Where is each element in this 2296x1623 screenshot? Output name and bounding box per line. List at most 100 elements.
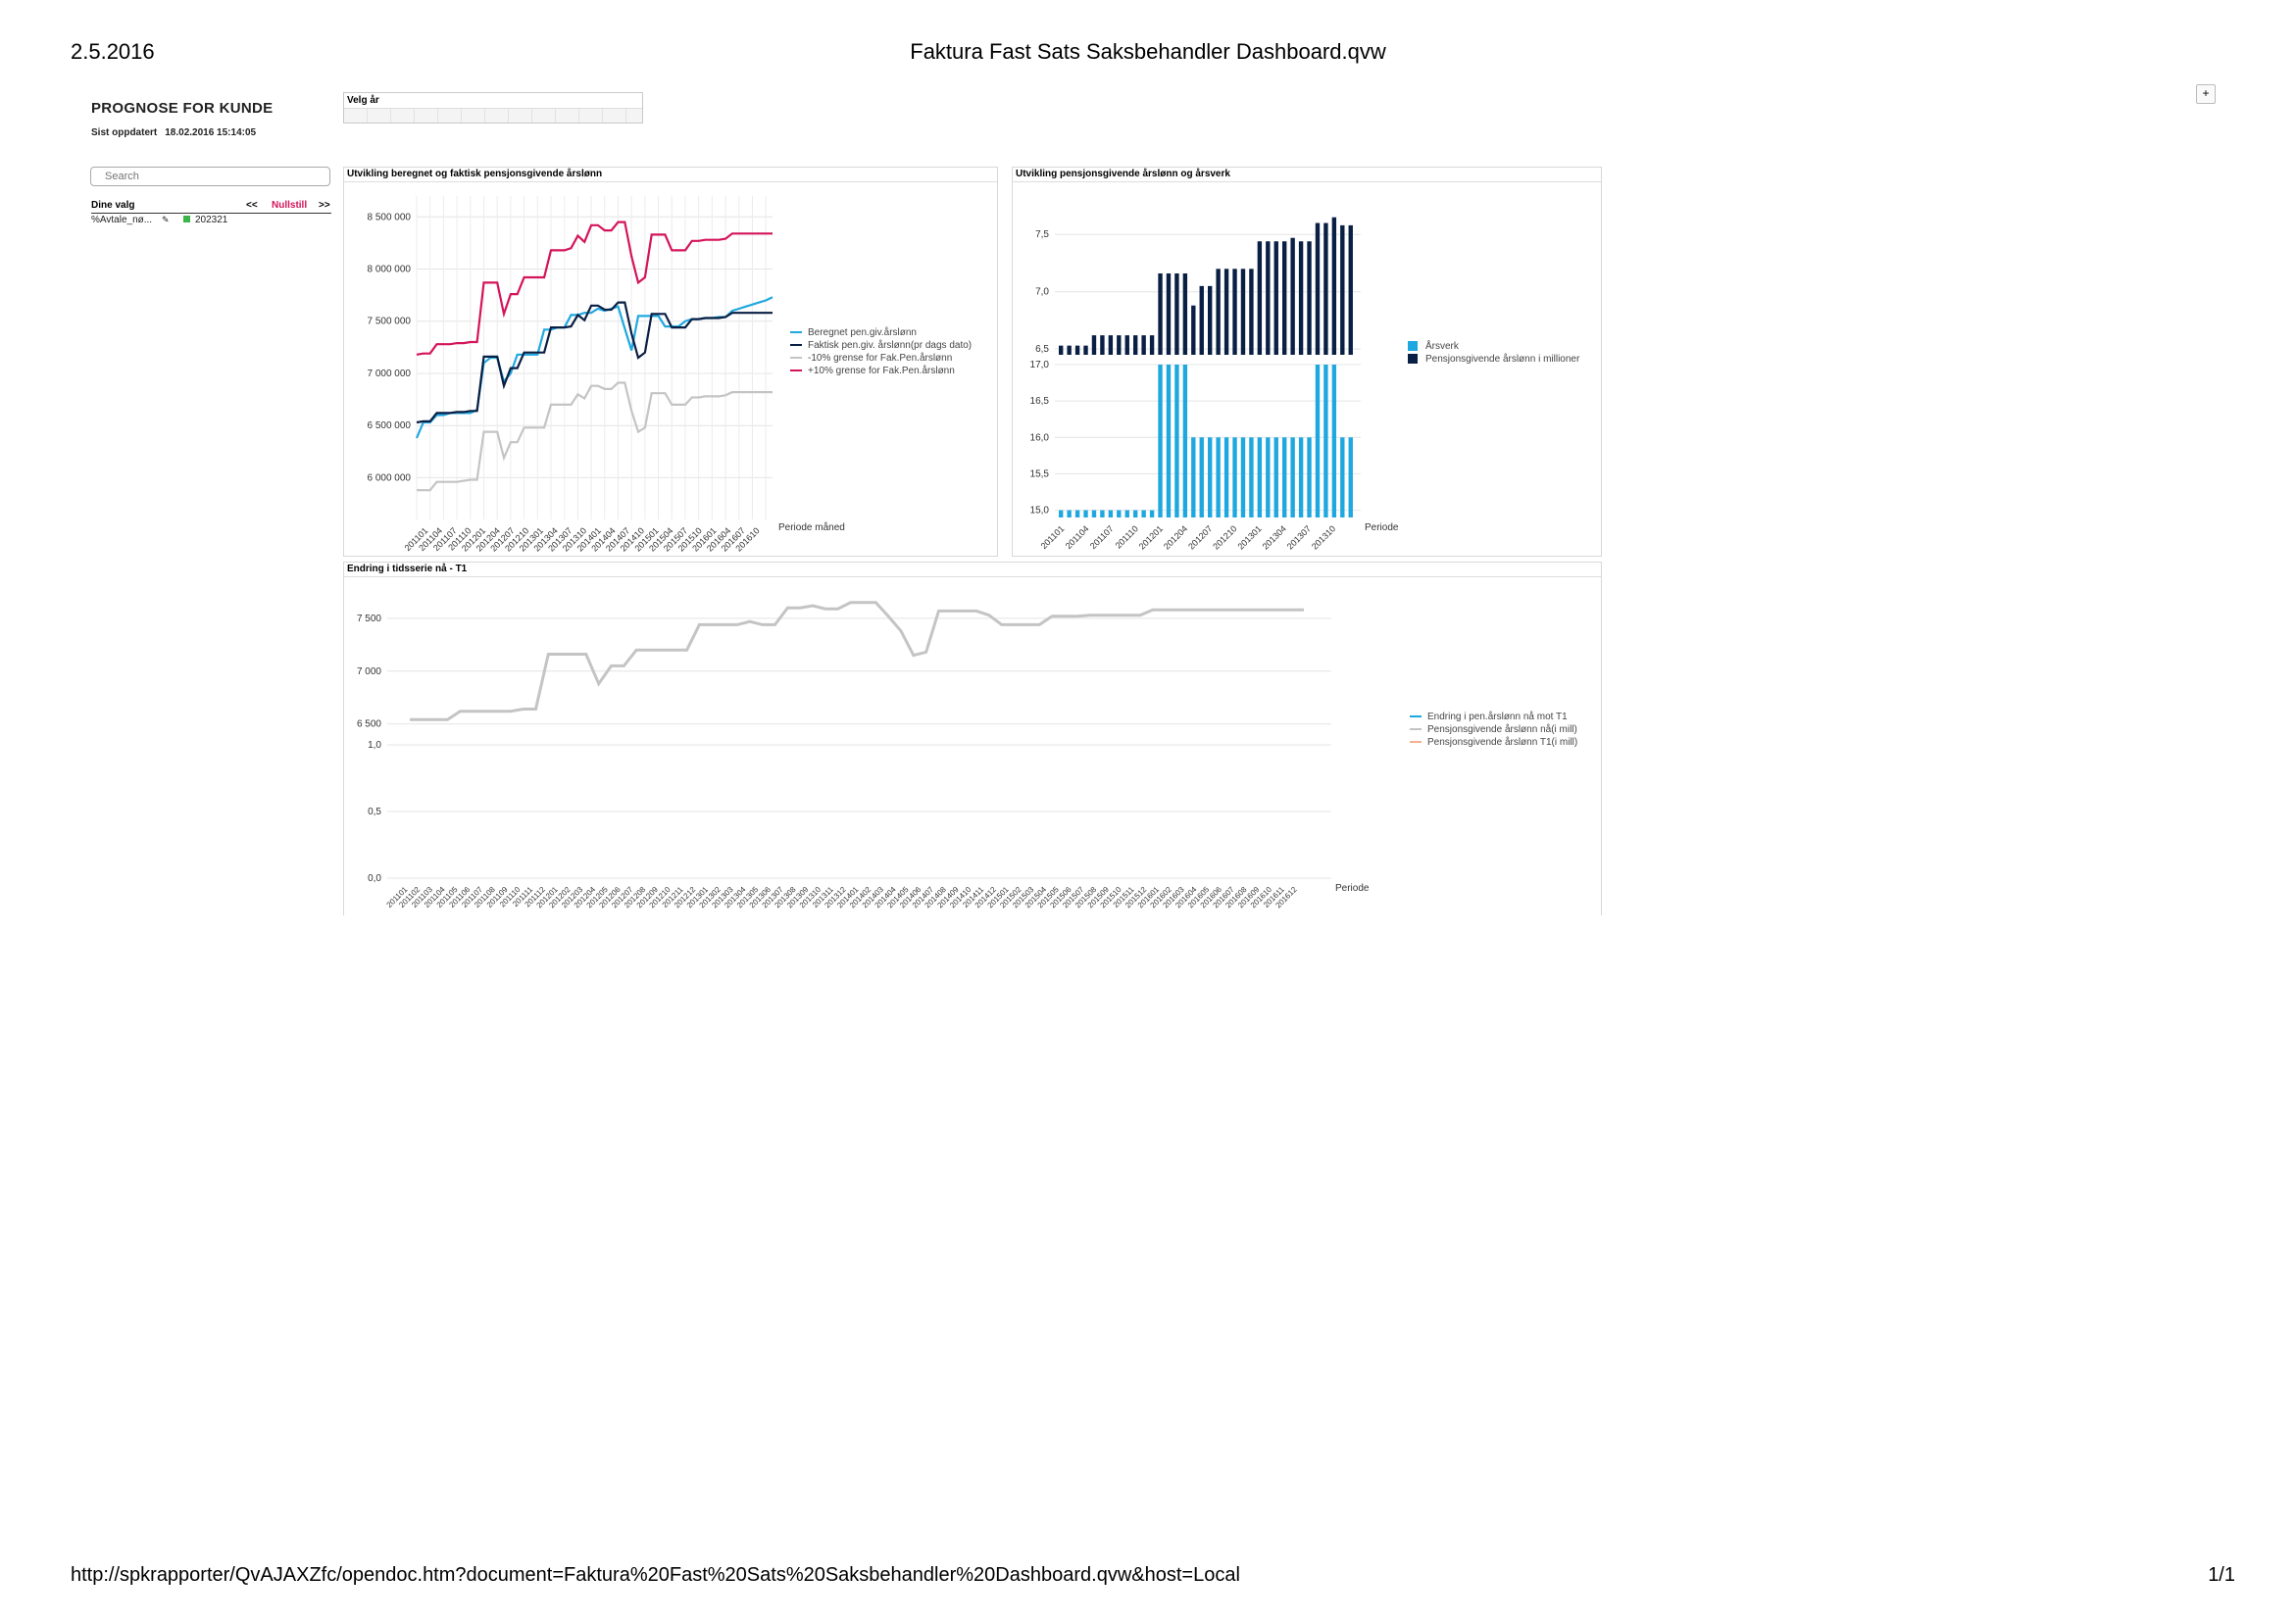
chart2-legend-label: Årsverk <box>1425 339 1460 352</box>
chart2-upper-bar <box>1323 222 1328 355</box>
print-url: http://spkrapporter/QvAJAXZfc/opendoc.ht… <box>71 1564 1240 1586</box>
chart2-lower-bar <box>1249 437 1254 517</box>
selection-value: 202321 <box>195 215 228 225</box>
chart2-lower-bar <box>1091 510 1097 517</box>
chart2-upper-bar <box>1307 241 1312 355</box>
chart2-lower-bar <box>1182 365 1188 517</box>
selected-indicator-icon <box>183 216 190 222</box>
chart2-lower-bar <box>1315 365 1321 517</box>
chart3-lower-y-tick-label: 0,5 <box>368 807 381 817</box>
chart1-y-tick-label: 7 000 000 <box>368 369 412 379</box>
chart3-legend-label: Pensjonsgivende årslønn nå(i mill) <box>1427 723 1577 735</box>
chart2-upper-bar <box>1273 241 1278 355</box>
chart2-upper-bar <box>1315 222 1321 355</box>
chart2-lower-bar <box>1166 365 1172 517</box>
chart2-lower-bar <box>1257 437 1263 517</box>
chart3-lower-y-tick-label: 1,0 <box>368 740 381 751</box>
chart2-upper-bar <box>1191 305 1196 355</box>
chart2-x-tick-label: 201304 <box>1261 523 1288 551</box>
chart2-lower-bar <box>1223 437 1229 517</box>
chart2-upper-bar <box>1249 269 1254 355</box>
chart2-lower-bar <box>1191 437 1196 517</box>
chart2-upper-bar <box>1348 224 1353 355</box>
chart2-upper-bar <box>1208 285 1213 355</box>
chart2-x-tick-label: 201104 <box>1064 523 1091 551</box>
plus-icon[interactable]: + <box>2196 84 2216 104</box>
chart3-upper-y-tick-label: 7 000 <box>357 666 381 677</box>
current-selections-title: Dine valg <box>91 200 135 211</box>
forward-button[interactable]: >> <box>319 200 330 211</box>
chart2-upper-bar <box>1282 241 1287 355</box>
chart2-lower-bar <box>1273 437 1278 517</box>
selection-item[interactable]: %Avtale_nø... ✎ 202321 <box>91 215 227 225</box>
year-selector-list[interactable] <box>344 108 642 123</box>
chart2-x-axis-label: Periode <box>1365 522 1399 533</box>
chart-caption: Endring i tidsserie nå - T1 <box>344 563 1601 577</box>
chart2-lower-bar <box>1141 510 1146 517</box>
chart2-lower-bar <box>1348 437 1353 517</box>
page-title: PROGNOSE FOR KUNDE <box>91 100 274 117</box>
chart2-upper-bar <box>1182 272 1188 355</box>
chart2-upper-bar <box>1083 345 1088 355</box>
chart2-lower-bar <box>1307 437 1312 517</box>
chart2-x-tick-label: 201101 <box>1039 523 1067 551</box>
chart2-lower-bar <box>1340 437 1345 517</box>
chart2-lower-bar <box>1331 365 1337 517</box>
chart2-upper-bar <box>1108 335 1114 355</box>
chart2-x-tick-label: 201301 <box>1235 523 1263 551</box>
chart1-y-tick-label: 6 500 000 <box>368 420 412 431</box>
chart-panel-arsverk: Utvikling pensjonsgivende årslønn og års… <box>1012 167 1602 557</box>
year-selector[interactable]: Velg år <box>343 92 643 123</box>
chart2-upper-bar <box>1199 285 1204 355</box>
chart2-lower-bar <box>1083 510 1088 517</box>
chart2-lower-bar <box>1067 510 1072 517</box>
chart2-lower-bar <box>1240 437 1246 517</box>
chart2-lower-bar <box>1100 510 1105 517</box>
chart3-lower-y-tick-label: 0,0 <box>368 873 381 884</box>
reset-button[interactable]: Nullstill <box>272 200 308 211</box>
print-title: Faktura Fast Sats Saksbehandler Dashboar… <box>910 39 1386 64</box>
last-updated-label: Sist oppdatert <box>91 127 158 138</box>
chart2-lower-y-tick-label: 15,5 <box>1030 468 1050 479</box>
chart2-upper-bar <box>1216 269 1221 355</box>
chart2-lower-bar <box>1282 437 1287 517</box>
chart2-legend-label: Pensjonsgivende årslønn i millioner <box>1425 353 1580 365</box>
chart3-legend-label: Pensjonsgivende årslønn T1(i mill) <box>1427 736 1577 748</box>
chart2-lower-bar <box>1232 437 1237 517</box>
chart2-upper-bar <box>1124 335 1129 355</box>
chart2-lower-bar <box>1208 437 1213 517</box>
chart2-lower-bar <box>1298 437 1304 517</box>
chart2-lower-bar <box>1323 365 1328 517</box>
chart2-lower-bar <box>1158 365 1163 517</box>
chart2-upper-bar <box>1340 224 1345 355</box>
chart2-lower-bar <box>1074 510 1080 517</box>
chart2-lower-y-tick-label: 17,0 <box>1030 360 1050 370</box>
chart2-lower-bar <box>1059 510 1064 517</box>
chart2-lower-bar <box>1149 510 1155 517</box>
chart2-upper-bar <box>1331 217 1337 355</box>
pencil-icon[interactable]: ✎ <box>162 215 170 224</box>
chart2-legend-swatch <box>1408 341 1418 351</box>
back-button[interactable]: << <box>246 200 258 211</box>
chart1-y-tick-label: 8 500 000 <box>368 212 412 222</box>
chart1-series-line <box>416 221 773 356</box>
chart2-upper-bar <box>1100 335 1105 355</box>
chart2-upper-bar <box>1298 241 1304 355</box>
chart2-upper-y-tick-label: 7,5 <box>1035 229 1049 240</box>
chart1-legend-label: +10% grense for Fak.Pen.årslønn <box>808 365 955 376</box>
chart1-x-axis-label: Periode måned <box>778 521 845 533</box>
chart2-upper-bar <box>1166 272 1172 355</box>
chart-panel-tidsserie: Endring i tidsserie nå - T1 <box>343 562 1602 915</box>
chart3-upper-y-tick-label: 6 500 <box>357 719 381 730</box>
chart2-upper-bar <box>1091 335 1097 355</box>
chart2-x-tick-label: 201110 <box>1114 523 1140 550</box>
search-input[interactable] <box>90 167 330 186</box>
chart2-lower-bar <box>1290 437 1295 517</box>
last-updated-value: 18.02.2016 15:14:05 <box>165 127 257 138</box>
chart2-lower-bar <box>1108 510 1114 517</box>
chart2-x-tick-label: 201310 <box>1310 523 1337 551</box>
last-updated: Sist oppdatert 18.02.2016 15:14:05 <box>91 127 256 138</box>
chart2-x-tick-label: 201204 <box>1162 523 1189 551</box>
chart1-series-line <box>417 381 773 492</box>
